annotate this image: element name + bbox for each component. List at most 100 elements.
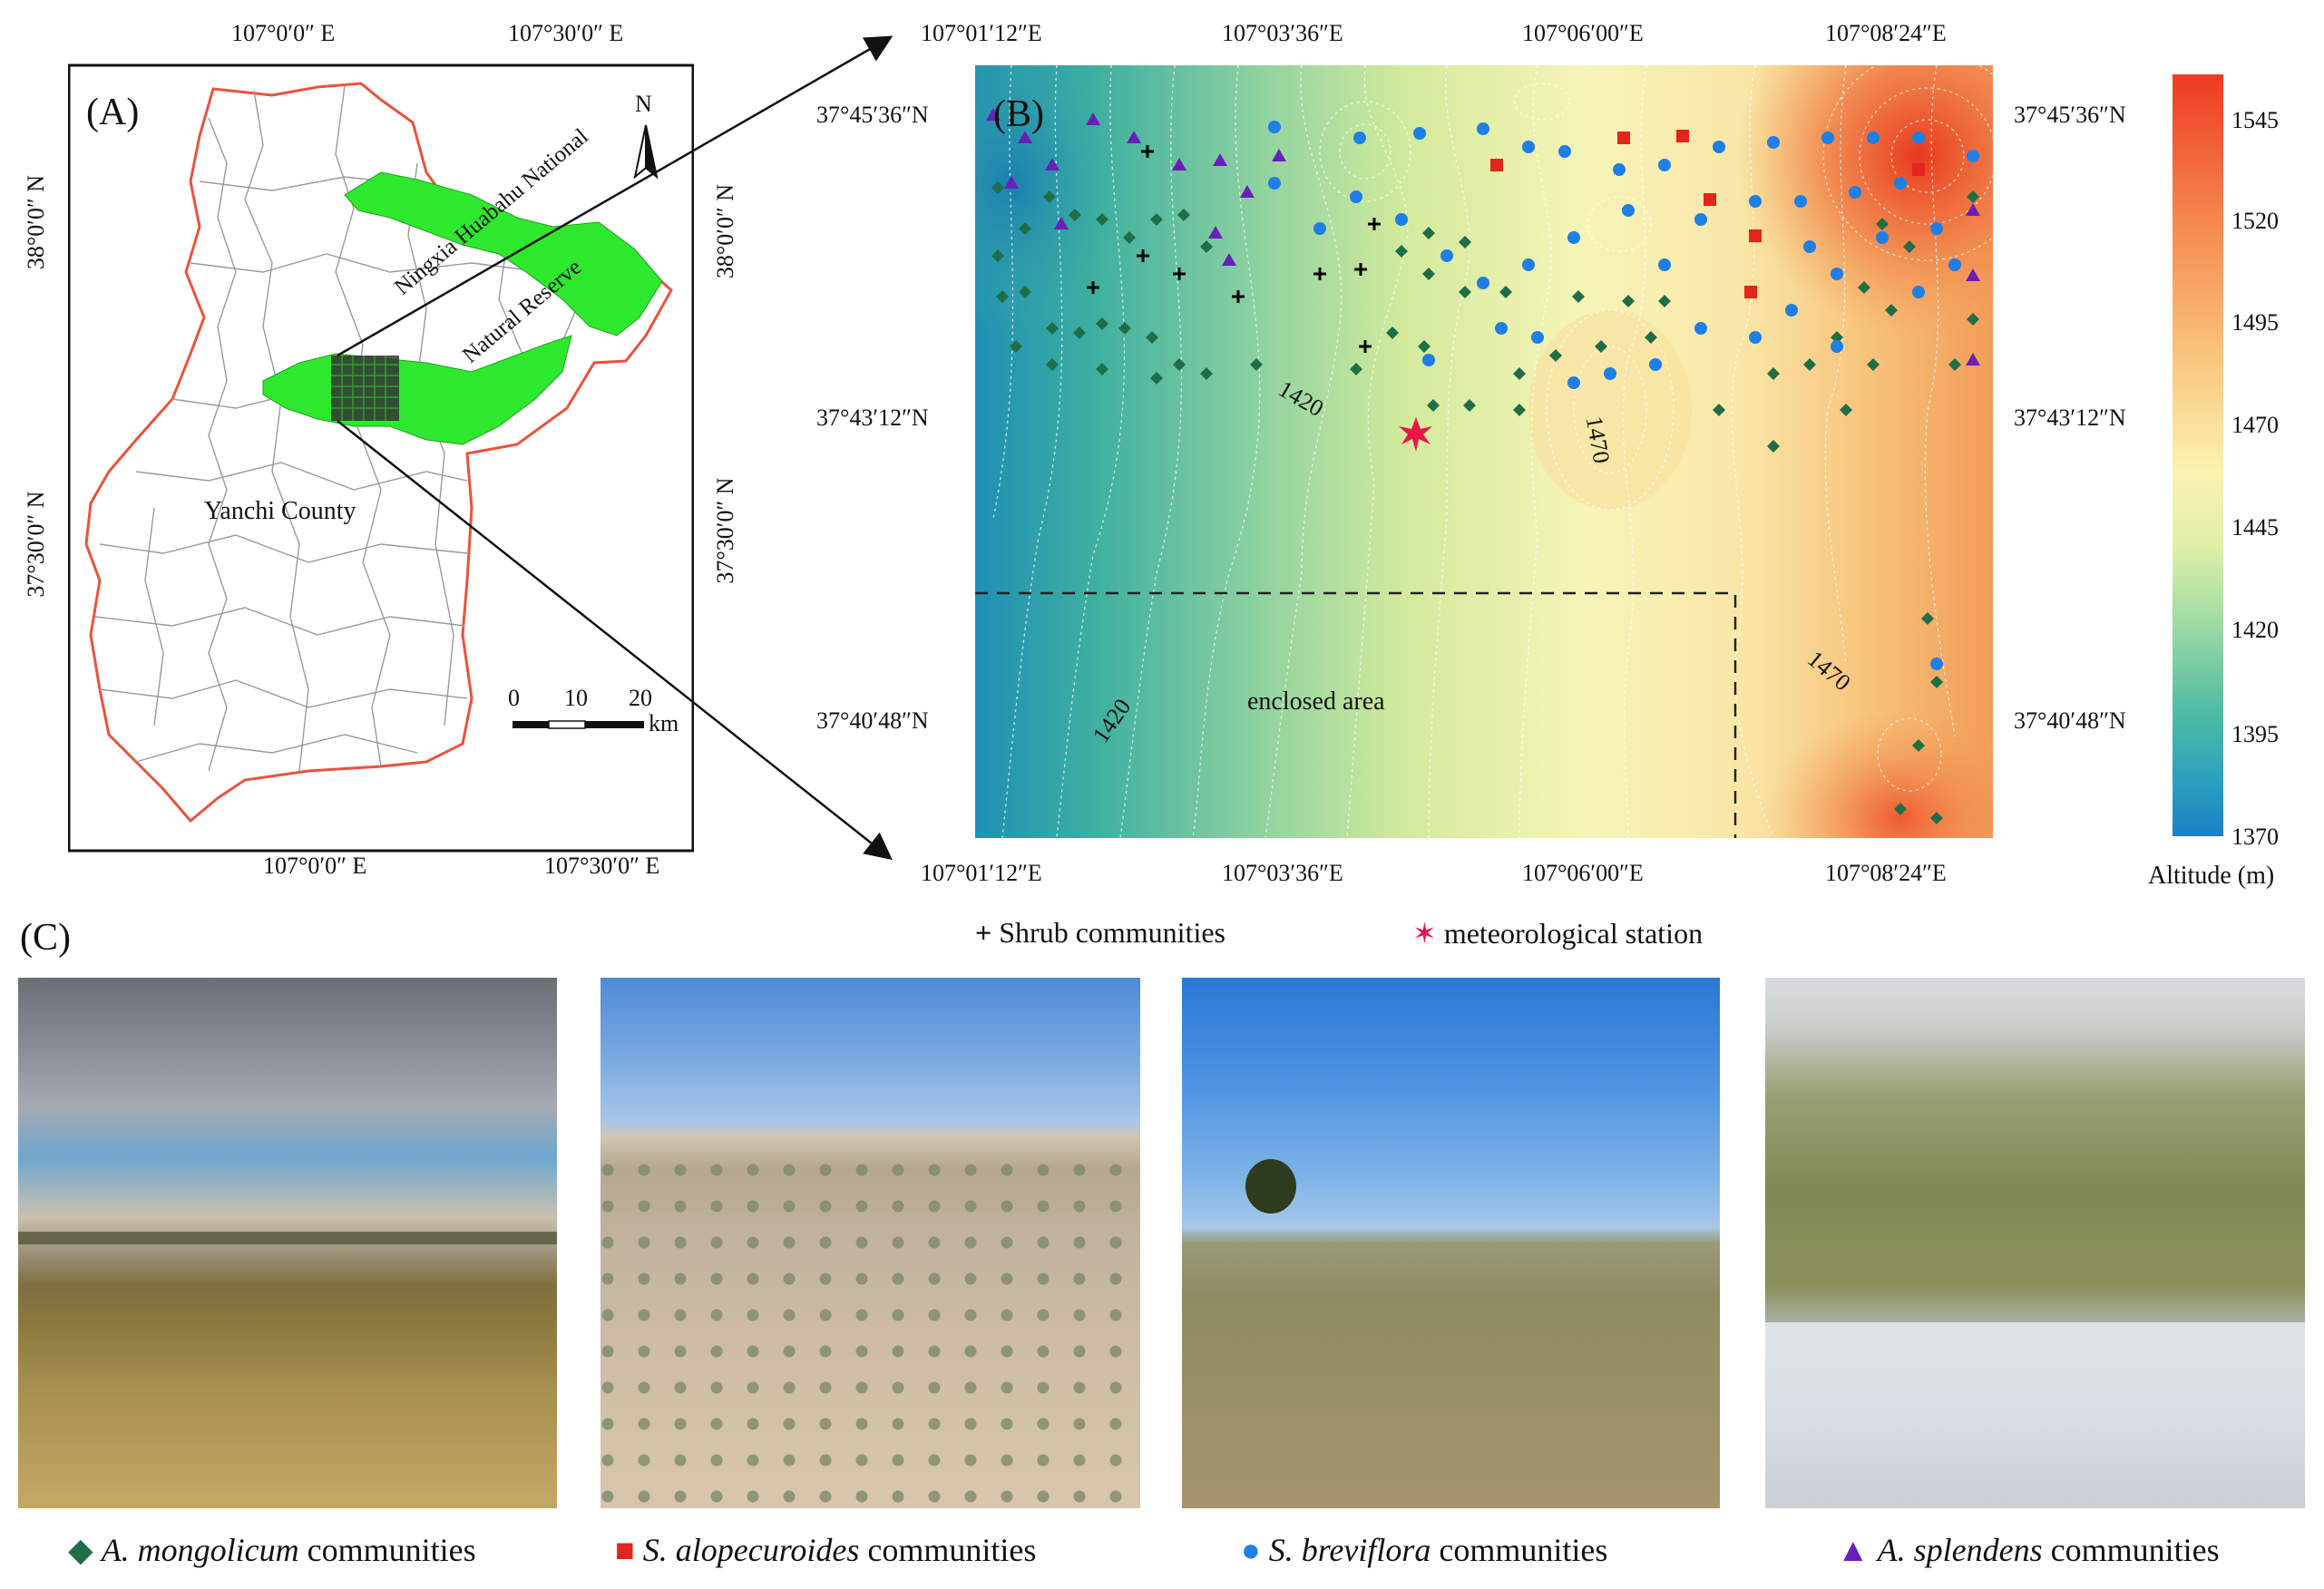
colorbar-tick-1495: 1495	[2231, 309, 2279, 336]
breviflora-point-29	[1894, 177, 1907, 190]
breviflora-point-10	[1767, 136, 1780, 149]
splendens-point-5	[1127, 131, 1141, 143]
panel-a-top-tick-1: 107°0′0″ E	[231, 20, 336, 46]
colorbar-title: Altitude (m)	[2148, 862, 2275, 890]
mongolicum-point-30	[1513, 404, 1526, 416]
mongolicum-point-23	[1200, 367, 1213, 380]
mongolicum-point-58	[1921, 612, 1934, 625]
scale-label-0: 0	[508, 685, 520, 711]
mongolicum-point-64	[1930, 812, 1943, 824]
mongolicum-point-38	[1499, 286, 1512, 298]
colorbar-tick-1545: 1545	[2231, 107, 2279, 133]
mongolicum-point-17	[1146, 331, 1158, 344]
altitude-colorbar	[2173, 74, 2223, 836]
panel-b-right-tick-3: 37°40′48″N	[2014, 707, 2126, 734]
mongolicum-point-25	[1350, 363, 1362, 375]
alopecuroides-points	[1490, 130, 1925, 298]
splendens-point-6	[1172, 158, 1186, 171]
mongolicum-point-28	[1427, 399, 1440, 412]
mongolicum-point-16	[1118, 322, 1131, 335]
splendens-point-10	[1222, 253, 1236, 266]
mongolicum-point-15	[1096, 317, 1108, 330]
mongolicum-point-32	[1549, 349, 1562, 362]
legend-breviflora-suffix: communities	[1439, 1532, 1608, 1568]
breviflora-point-45	[1831, 340, 1843, 353]
study-area	[331, 356, 399, 421]
breviflora-point-26	[1749, 195, 1762, 208]
mongolicum-point-11	[996, 290, 1009, 303]
colorbar-tick-1420: 1420	[2231, 617, 2279, 643]
breviflora-point-9	[1713, 141, 1725, 153]
panel-b-right-tick-2: 37°43′12″N	[2014, 405, 2126, 431]
scale-label-20: 20	[629, 685, 652, 711]
county-label: Yanchi County	[204, 497, 356, 525]
legend-station-label: meteorological station	[1443, 917, 1704, 950]
splendens-point-13	[1208, 226, 1223, 239]
alopecuroides-point-3	[1676, 130, 1689, 142]
legend-mongolicum-suffix: communities	[307, 1532, 476, 1568]
colorbar-tick-1445: 1445	[2231, 514, 2279, 541]
splendens-point-14	[1966, 203, 1980, 216]
mongolicum-point-49	[1876, 218, 1889, 230]
mongolicum-point-19	[1010, 340, 1022, 353]
legend-alopecuroides-species: S. alopecuroides	[642, 1532, 860, 1568]
splendens-point-1	[986, 108, 1001, 121]
breviflora-point-7	[1613, 163, 1626, 176]
breviflora-point-6	[1558, 145, 1571, 158]
splendens-point-15	[1966, 268, 1980, 281]
mongolicum-point-43	[1459, 236, 1471, 249]
enclosed-area-label: enclosed area	[1247, 687, 1385, 716]
alopecuroides-point-1	[1490, 159, 1503, 171]
breviflora-point-17	[1350, 190, 1362, 203]
panel-a-right-tick-1: 38°0′0″ N	[712, 183, 738, 279]
mongolicum-point-3	[1043, 190, 1056, 203]
square-icon: ■	[615, 1532, 635, 1568]
breviflora-point-34	[1749, 331, 1762, 344]
shrub-points	[1087, 145, 1381, 353]
breviflora-point-18	[1395, 213, 1408, 226]
breviflora-point-19	[1440, 249, 1453, 262]
breviflora-point-32	[1831, 268, 1843, 280]
splendens-points	[986, 108, 1980, 366]
mongolicum-point-37	[1572, 290, 1585, 303]
panel-a: 107°0′0″ E 107°30′0″ E 107°0′0″ E 107°30…	[0, 0, 738, 879]
scale-label-10: 10	[564, 685, 588, 711]
breviflora-point-21	[1522, 258, 1535, 271]
splendens-point-11	[1004, 176, 1019, 189]
panel-a-right-tick-2: 37°30′0″ N	[712, 477, 738, 584]
panel-b-bottom-tick-2: 107°03′36″E	[1222, 860, 1343, 886]
mongolicum-point-46	[1803, 358, 1816, 371]
colorbar-tick-1470: 1470	[2231, 412, 2279, 438]
mongolicum-point-12	[1019, 286, 1031, 298]
breviflora-points	[1268, 121, 1979, 670]
panel-a-map	[68, 63, 694, 853]
legend-alopecuroides: ■ S. alopecuroides communities	[615, 1531, 1036, 1569]
panel-b-top-tick-3: 107°06′00″E	[1522, 20, 1644, 46]
alopecuroides-point-5	[1749, 229, 1762, 242]
panel-a-bottom-tick-2: 107°30′0″ E	[544, 853, 660, 879]
mongolicum-point-35	[1658, 295, 1671, 307]
breviflora-point-28	[1849, 186, 1861, 199]
breviflora-point-3	[1413, 127, 1426, 140]
shrub-point-8	[1368, 218, 1381, 230]
panel-b-top-tick-1: 107°01′12″E	[921, 20, 1042, 46]
legend-alopecuroides-suffix: communities	[867, 1532, 1037, 1568]
panel-b-left-tick-1: 37°45′36″N	[816, 102, 929, 128]
legend-shrub: + Shrub communities	[975, 916, 1225, 950]
mongolicum-point-40	[1422, 268, 1435, 280]
alopecuroides-point-4	[1704, 193, 1716, 206]
plus-icon: +	[975, 916, 992, 949]
photo-s-alopecuroides	[601, 978, 1140, 1508]
splendens-point-3	[1045, 158, 1059, 171]
mongolicum-point-1	[991, 181, 1004, 194]
mongolicum-point-22	[1150, 372, 1163, 385]
shrub-point-1	[1141, 145, 1154, 158]
mongolicum-point-33	[1595, 340, 1607, 353]
panel-b-left-tick-2: 37°43′12″N	[816, 405, 929, 431]
mongolicum-point-5	[1069, 209, 1081, 221]
panel-b-elevation-map	[975, 65, 1993, 838]
colorbar-tick-1395: 1395	[2231, 721, 2279, 747]
breviflora-point-23	[1622, 204, 1635, 217]
breviflora-point-41	[1422, 354, 1435, 366]
mongolicum-point-54	[1885, 304, 1898, 317]
